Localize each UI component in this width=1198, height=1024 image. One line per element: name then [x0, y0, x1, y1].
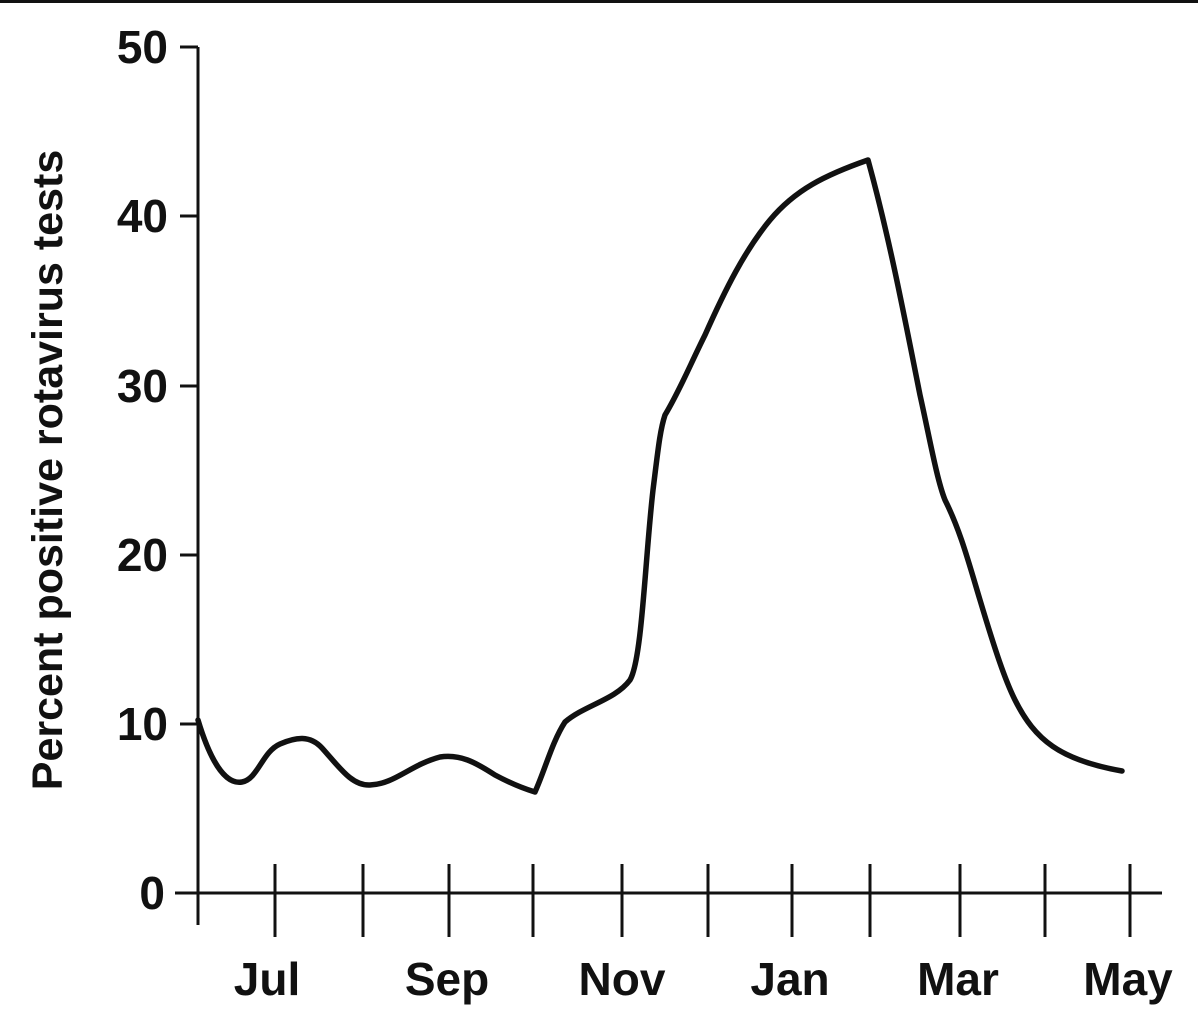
x-tick-mar: Mar: [917, 953, 999, 1005]
x-tick-may: May: [1083, 953, 1173, 1005]
y-axis-tick-labels: 50 40 30 20 10 0: [117, 21, 168, 919]
x-tick-nov: Nov: [579, 953, 666, 1005]
x-tick-jan: Jan: [750, 953, 829, 1005]
y-tick-20: 20: [117, 529, 168, 581]
x-axis-ticks: [273, 864, 1132, 937]
x-axis-tick-labels: Jul Sep Nov Jan Mar May: [234, 953, 1173, 1005]
y-tick-50: 50: [117, 21, 168, 73]
y-tick-40: 40: [117, 190, 168, 242]
y-tick-0: 0: [139, 867, 165, 919]
top-border: [0, 0, 1198, 3]
y-tick-10: 10: [117, 698, 168, 750]
x-tick-sep: Sep: [405, 953, 489, 1005]
data-line: [195, 157, 1125, 795]
y-tick-30: 30: [117, 360, 168, 412]
y-axis-title: Percent positive rotavirus tests: [24, 150, 72, 790]
x-tick-jul: Jul: [234, 953, 300, 1005]
y-axis-ticks: [175, 45, 198, 895]
